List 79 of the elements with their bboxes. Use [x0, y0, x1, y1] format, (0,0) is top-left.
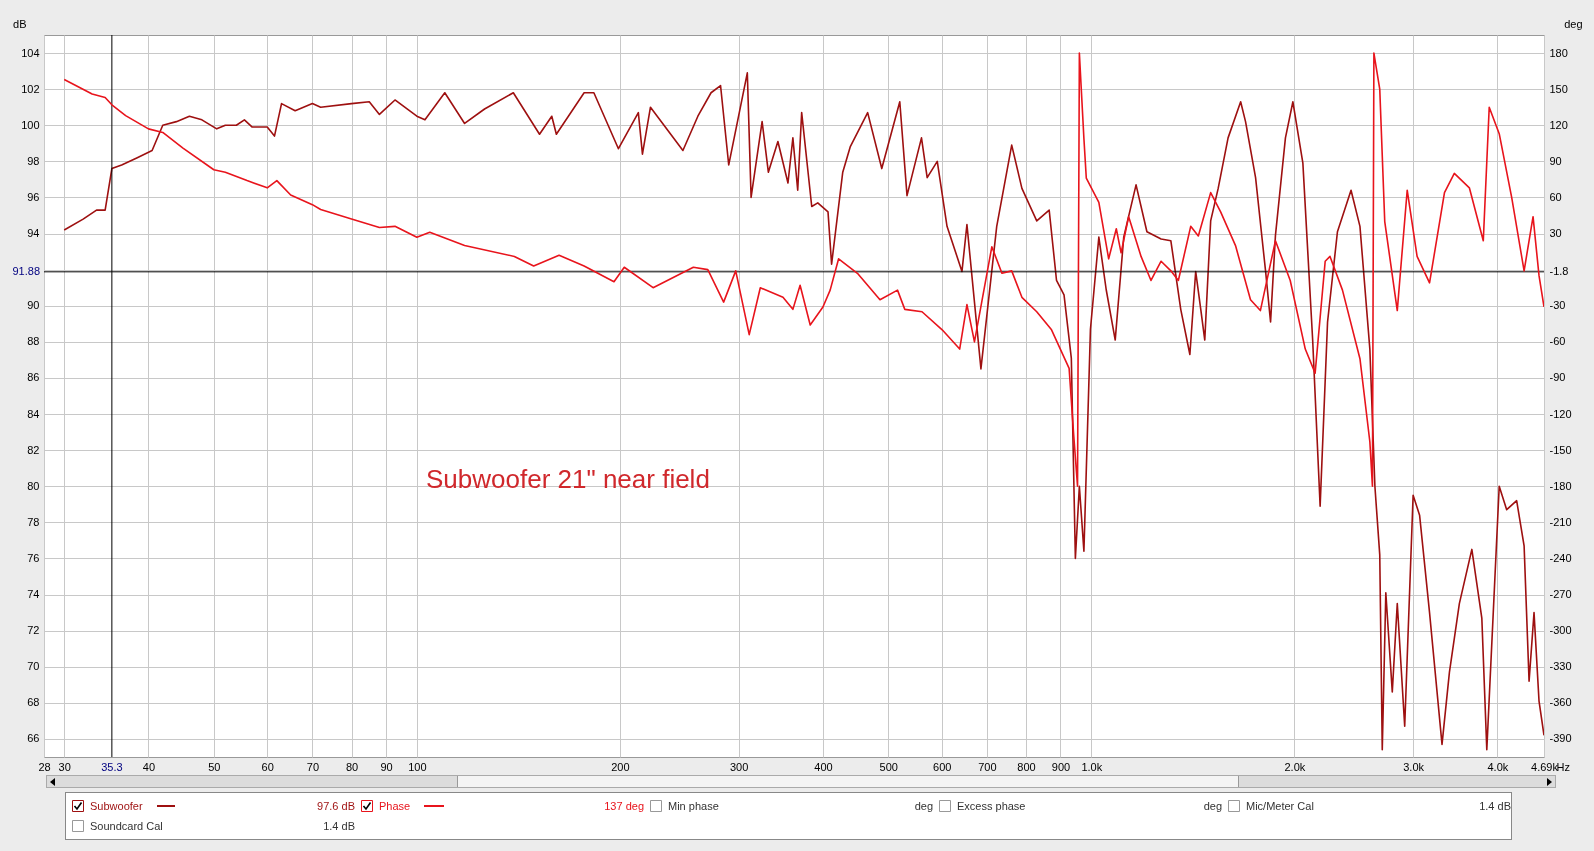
y-tick-label: 68 — [27, 696, 40, 709]
x-tick-label: 3.0k — [1403, 760, 1425, 773]
x-tick-label: 90 — [380, 760, 393, 773]
y2-tick-label: -120 — [1549, 407, 1572, 420]
text: deg — [913, 800, 933, 812]
y2-tick-label: 90 — [1549, 154, 1562, 167]
y-tick-label: 72 — [27, 624, 40, 637]
y2-tick-label: -30 — [1549, 299, 1566, 312]
x-tick-label: 700 — [978, 760, 997, 773]
annotation: Subwoofer 21" near field — [426, 464, 710, 494]
x-tick-label: 4.0k — [1487, 760, 1509, 773]
x-tick-label: 200 — [611, 760, 630, 773]
x-tick-label: 900 — [1051, 760, 1071, 773]
x-tick-label: 4.69k — [1531, 760, 1559, 773]
x-tick-label: 600 — [933, 760, 952, 773]
y-tick-label: 98 — [27, 154, 40, 167]
y2-tick-label: -390 — [1549, 732, 1572, 745]
y-axis-title: dB — [13, 17, 27, 30]
x-tick-label: 80 — [345, 760, 359, 773]
text: 97.6 dB — [316, 800, 355, 812]
text: Excess phase — [957, 800, 1026, 812]
y2-tick-label: 120 — [1549, 118, 1568, 131]
x-tick-label: 100 — [408, 760, 427, 773]
y2-tick-label: -180 — [1549, 479, 1572, 492]
x-tick-label: 50 — [208, 760, 221, 773]
x-tick-label: 1.0k — [1081, 760, 1103, 773]
y2-tick-label: -150 — [1549, 443, 1572, 456]
y2-tick-label: 60 — [1549, 190, 1562, 203]
y-tick-label: 86 — [27, 371, 40, 384]
y-tick-label: 82 — [27, 443, 40, 456]
x-tick-label: 400 — [814, 760, 833, 773]
ref-line-label: 35.3 — [101, 761, 123, 773]
y2-tick-label: -330 — [1549, 660, 1572, 673]
y-tick-label: 80 — [27, 479, 40, 492]
y-tick-label: 102 — [21, 82, 40, 95]
y2-tick-label: -240 — [1549, 551, 1572, 564]
text: Min phase — [668, 800, 719, 812]
y2-tick-label: -360 — [1549, 696, 1572, 709]
y-tick-label: 94 — [27, 227, 40, 240]
y2-axis-title: deg — [1564, 17, 1583, 30]
y-tick-label: 100 — [21, 118, 40, 131]
legend-label: Subwoofer — [90, 800, 143, 812]
x-tick-label: 70 — [306, 760, 320, 773]
x-tick-label: 28 — [38, 760, 51, 773]
y-tick-label: 88 — [27, 335, 40, 348]
x-tick-label: 30 — [58, 760, 71, 773]
text: 1.4 dB — [322, 820, 355, 832]
y2-tick-label: -300 — [1549, 624, 1572, 637]
y-tick-label: 74 — [27, 588, 40, 601]
text: Soundcard Cal — [90, 820, 163, 832]
y2-tick-label: -210 — [1549, 515, 1572, 528]
x-tick-label: 60 — [261, 760, 274, 773]
y-tick-label: 78 — [27, 515, 40, 528]
text: deg — [1202, 800, 1222, 812]
y-tick-label: 96 — [27, 190, 40, 203]
y-tick-label: 104 — [21, 46, 40, 59]
x-tick-label: 800 — [1017, 760, 1036, 773]
y2-tick-label: 150 — [1549, 82, 1568, 95]
y2-tick-label: 30 — [1549, 227, 1562, 240]
x-tick-label: 2.0k — [1284, 760, 1306, 773]
y-tick-label: 66 — [27, 732, 40, 745]
y2-tick-label: -270 — [1549, 588, 1572, 601]
x-tick-label: 500 — [879, 760, 898, 773]
x-tick-label: 40 — [142, 760, 156, 773]
text: 137 deg — [603, 800, 644, 812]
y-tick-label: 90 — [27, 299, 40, 312]
y2-tick-label: 180 — [1549, 46, 1568, 59]
text: 1.4 dB — [1478, 800, 1511, 812]
text: Mic/Meter Cal — [1246, 800, 1314, 812]
x-axis-title: Hz — [1556, 760, 1570, 773]
y2-tick-label: -1.8 — [1549, 265, 1569, 278]
ref-line-label: 91.88 — [12, 264, 40, 277]
y-tick-label: 84 — [27, 407, 40, 420]
y-tick-label: 76 — [27, 551, 40, 564]
legend-label: Phase — [379, 800, 411, 812]
y2-tick-label: -90 — [1549, 371, 1566, 384]
x-tick-label: 300 — [729, 760, 749, 773]
y-tick-label: 70 — [27, 660, 40, 673]
y2-tick-label: -60 — [1549, 335, 1566, 348]
